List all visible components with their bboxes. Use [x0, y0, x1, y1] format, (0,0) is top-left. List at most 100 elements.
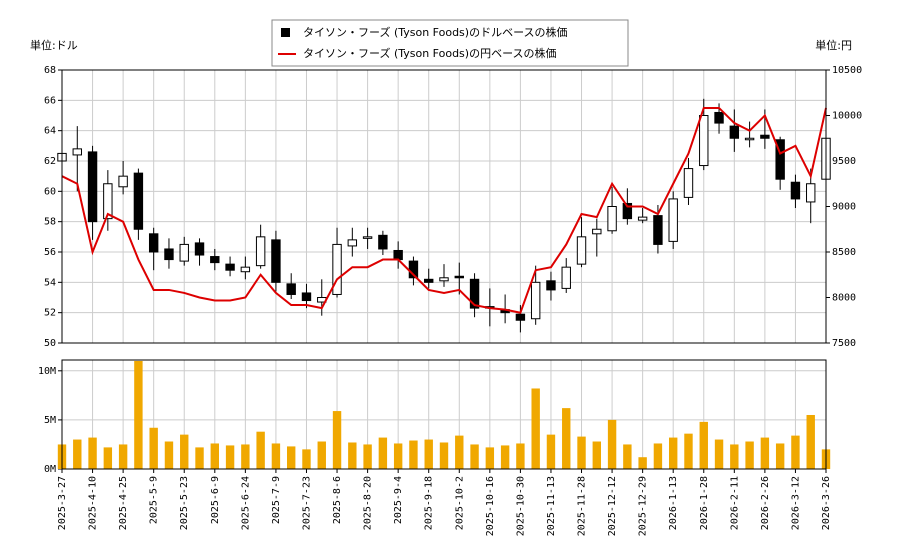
- volume-bar: [730, 444, 739, 469]
- candle-body: [118, 175, 128, 188]
- legend-label: タイソン・フーズ (Tyson Foods)のドルベースの株価: [303, 25, 568, 39]
- legend-label: タイソン・フーズ (Tyson Foods)の円ベースの株価: [303, 46, 557, 60]
- volume-bar: [806, 414, 815, 469]
- volume-bar: [302, 449, 311, 469]
- candle-body: [469, 278, 480, 309]
- candle-body: [546, 280, 556, 291]
- candle-body: [179, 243, 189, 262]
- candle-body: [240, 266, 251, 273]
- x-tick-label: 2025-10-2: [454, 476, 465, 530]
- candle-body: [148, 233, 159, 253]
- candle-body: [576, 236, 587, 265]
- x-tick-label: 2025-12-29: [638, 476, 649, 536]
- candle-body: [103, 183, 113, 220]
- candle-body: [301, 292, 312, 302]
- volume-bar: [378, 437, 388, 469]
- candle-body: [378, 234, 388, 250]
- volume-bar: [225, 445, 235, 469]
- candle-body: [347, 239, 358, 247]
- y-tick-label: 52: [44, 308, 56, 319]
- price-frame: [61, 69, 827, 344]
- volume-bar: [684, 433, 693, 469]
- candle-body: [439, 277, 449, 282]
- candle-body: [775, 139, 785, 180]
- candle-body: [744, 137, 755, 141]
- candle-body: [393, 249, 403, 261]
- candle-body: [454, 275, 464, 279]
- y-tick-label: 58: [44, 217, 56, 228]
- candle-body: [72, 148, 82, 156]
- volume-bar: [607, 419, 617, 469]
- volume-bar: [195, 447, 204, 469]
- volume-bar: [699, 421, 708, 469]
- volume-bar: [164, 441, 174, 469]
- candle-body: [424, 278, 434, 283]
- candle-body: [790, 181, 801, 200]
- volume-bar: [546, 434, 556, 469]
- candle-body: [194, 242, 205, 256]
- y-tick-label: 50: [44, 338, 56, 349]
- candle-body: [653, 215, 663, 245]
- x-tick-label: 2025-5-23: [179, 476, 190, 530]
- x-tick-label: 2025-4-25: [118, 476, 129, 530]
- volume-bar: [470, 444, 479, 469]
- volume-bar: [149, 427, 158, 469]
- volume-bar: [73, 439, 82, 469]
- volume-bar: [745, 441, 754, 469]
- candle-body: [683, 168, 694, 198]
- y-tick-label: 54: [44, 277, 56, 288]
- x-tick-label: 2025-9-18: [424, 476, 435, 530]
- x-tick-label: 2025-12-12: [607, 476, 618, 536]
- y2-tick-label: 9500: [832, 156, 856, 167]
- volume-bar: [363, 444, 372, 469]
- candle-body: [729, 125, 740, 139]
- candle-body: [806, 183, 816, 203]
- y2-tick-label: 8000: [832, 293, 856, 304]
- legend-marker: [281, 28, 290, 37]
- y-unit-label: 単位:ドル: [30, 38, 78, 52]
- candle-body: [332, 243, 342, 295]
- legend-box: [271, 19, 629, 67]
- candle-body: [362, 236, 373, 239]
- candle-body: [210, 256, 220, 264]
- x-tick-label: 2025-9-4: [393, 476, 404, 524]
- x-tick-label: 2025-6-9: [210, 476, 221, 524]
- volume-bar: [439, 442, 449, 469]
- volume-bar: [623, 444, 632, 469]
- candle-body: [607, 206, 617, 232]
- volume-bar: [531, 388, 540, 469]
- x-tick-label: 2025-11-13: [546, 476, 557, 536]
- candle-body: [225, 263, 235, 271]
- y-tick-label: 0M: [44, 464, 56, 475]
- volume-bar: [775, 443, 785, 469]
- volume-bar: [577, 436, 586, 469]
- candle-body: [622, 202, 633, 220]
- volume-bar: [638, 457, 647, 469]
- x-tick-label: 2025-11-28: [577, 476, 588, 536]
- x-tick-label: 2026-3-12: [790, 476, 801, 530]
- volume-bar: [332, 411, 342, 469]
- y-tick-label: 56: [44, 247, 56, 258]
- volume-bar: [134, 360, 143, 469]
- volume-bar: [516, 443, 525, 469]
- x-tick-label: 2025-3-27: [57, 476, 68, 530]
- volume-bar: [562, 408, 571, 469]
- y2-tick-label: 8500: [832, 247, 856, 258]
- candle-body: [255, 236, 266, 267]
- volume-bar: [393, 443, 403, 469]
- y2-unit-label: 単位:円: [815, 38, 852, 52]
- volume-bar: [88, 437, 97, 469]
- volume-bar: [256, 431, 265, 469]
- x-tick-label: 2025-7-9: [271, 476, 282, 524]
- y2-tick-label: 9000: [832, 202, 856, 213]
- candle-body: [760, 134, 770, 139]
- x-tick-label: 2025-8-20: [363, 476, 374, 530]
- x-tick-label: 2026-2-11: [729, 476, 740, 530]
- volume-bar: [424, 439, 433, 469]
- x-tick-label: 2026-3-26: [821, 476, 832, 530]
- volume-bar: [317, 441, 326, 469]
- x-tick-label: 2026-1-28: [699, 476, 710, 530]
- volume-frame: [61, 359, 827, 470]
- volume-bar: [714, 439, 724, 469]
